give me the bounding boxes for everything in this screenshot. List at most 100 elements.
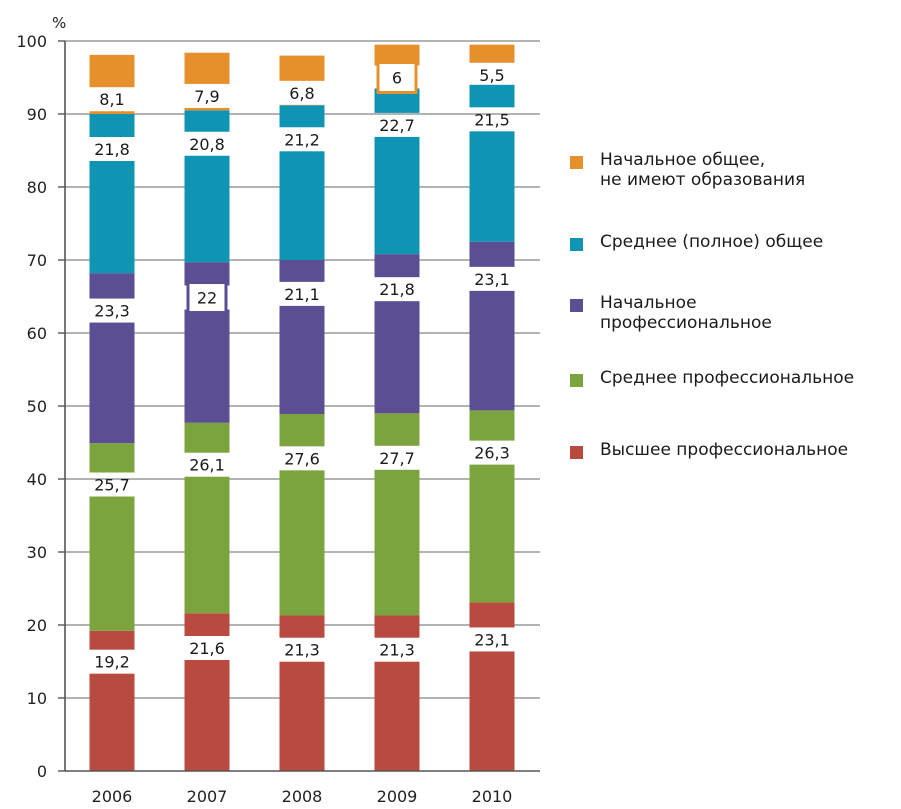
legend-label: Начальное общее, не имеют образования (600, 150, 806, 190)
value-label: 21,8 (94, 140, 130, 159)
bar-segment (279, 414, 325, 447)
bar-segment (89, 673, 135, 771)
y-tick-label: 10 (27, 689, 47, 708)
bar-segment (469, 241, 515, 267)
bar-segment (184, 52, 230, 84)
value-label: 19,2 (94, 653, 130, 672)
legend-swatch (570, 446, 583, 459)
bar-segment (184, 660, 230, 771)
value-label: 26,3 (474, 444, 510, 463)
x-tick-label: 2008 (282, 787, 323, 806)
bar-segment (89, 496, 135, 631)
bar-segment (279, 55, 325, 81)
bar-segment (89, 322, 135, 444)
value-label: 21,1 (284, 285, 320, 304)
bar-segment (89, 273, 135, 299)
value-labels: 19,2 25,7 23,3 21,8 8,1 21,6 26,1 22 20,8 7,9 21,3… (94, 61, 510, 672)
bar-segment (469, 290, 515, 411)
value-label: 21,8 (379, 280, 415, 299)
legend-swatch (570, 374, 583, 387)
value-label: 23,1 (474, 270, 510, 289)
legend-item: Начальное профессиональное (570, 293, 772, 333)
legend-swatch (570, 299, 583, 312)
bars (89, 44, 515, 771)
bar-segment (469, 651, 515, 771)
bar-segment (184, 309, 230, 423)
bar-segment (469, 410, 515, 441)
y-tick-label: 80 (27, 178, 47, 197)
legend-label: Среднее (полное) общее (600, 232, 824, 252)
bar-segment (374, 254, 420, 278)
bar-segment (184, 107, 230, 111)
y-tick-label: 40 (27, 470, 47, 489)
bar-segment (279, 661, 325, 771)
y-tick-label: 0 (37, 762, 47, 781)
value-label-box (186, 281, 228, 315)
bar-segment (89, 54, 135, 88)
bar-segment (184, 110, 230, 132)
bar-segment (184, 613, 230, 637)
bar-segment (469, 464, 515, 603)
value-label: 27,6 (284, 449, 320, 468)
value-label: 21,3 (379, 641, 415, 660)
bar-segment (374, 301, 420, 414)
stacked-bar-chart: 19,2 25,7 23,3 21,8 8,1 21,6 26,1 22 20,8 7,9 21,3… (16, 14, 540, 806)
y-tick-label: 100 (16, 32, 47, 51)
bar-segment (184, 476, 230, 614)
legend-item: Среднее профессиональное (570, 368, 854, 388)
bar-segment (469, 602, 515, 628)
bar-segment (374, 615, 420, 638)
value-label: 8,1 (99, 90, 124, 109)
value-label: 21,3 (284, 641, 320, 660)
axes: 0 10 20 30 40 50 60 70 80 90 100% 2006 2007 2008 2009 2… (16, 14, 540, 806)
value-label-box (376, 61, 418, 94)
legend-swatch (570, 238, 583, 251)
value-label: 22,7 (379, 116, 415, 135)
bar-segment (184, 155, 230, 263)
value-label: 6,8 (289, 84, 314, 103)
bar-segment (89, 161, 135, 274)
bar-segment (374, 44, 420, 66)
legend-item: Среднее (полное) общее (570, 232, 823, 252)
value-label: 5,5 (479, 66, 504, 85)
bar-segment (279, 151, 325, 260)
y-tick-label: 60 (27, 324, 47, 343)
value-label: 6 (392, 69, 402, 88)
value-label: 22 (197, 289, 217, 308)
value-label: 21,5 (474, 110, 510, 129)
value-label: 26,1 (189, 456, 225, 475)
legend-label: Среднее профессиональное (600, 368, 855, 388)
bar-segment (469, 84, 515, 108)
bar-segment (89, 111, 135, 114)
bar-segment (279, 615, 325, 638)
legend-item: Высшее профессиональное (570, 440, 848, 460)
legend-swatch (570, 156, 583, 169)
bar-segment (279, 305, 325, 415)
bar-segment (184, 422, 230, 453)
bar-segment (374, 661, 420, 771)
y-tick-label: 70 (27, 251, 47, 270)
y-tick-label: 90 (27, 105, 47, 124)
bar-segment (374, 469, 420, 616)
legend-label: Начальное профессиональное (600, 293, 772, 333)
legend-item: Начальное общее, не имеют образования (570, 150, 805, 190)
y-axis-unit: % (52, 14, 66, 32)
value-label: 23,3 (94, 302, 130, 321)
y-tick-label: 30 (27, 543, 47, 562)
value-label: 20,8 (189, 135, 225, 154)
value-label: 25,7 (94, 476, 130, 495)
y-tick-label: 20 (27, 616, 47, 635)
bar-segment (89, 443, 135, 473)
value-label: 21,2 (284, 130, 320, 149)
bar-segment (374, 413, 420, 446)
legend-label: Высшее профессиональное (600, 440, 849, 460)
x-tick-label: 2007 (187, 787, 228, 806)
x-tick-label: 2006 (92, 787, 133, 806)
bar-segment (469, 44, 515, 63)
bar-segment (279, 105, 325, 128)
bar-segment (89, 630, 135, 650)
bar-segment (469, 131, 515, 242)
bar-segment (279, 470, 325, 616)
x-tick-label: 2010 (472, 787, 513, 806)
bar-segment (374, 136, 420, 255)
